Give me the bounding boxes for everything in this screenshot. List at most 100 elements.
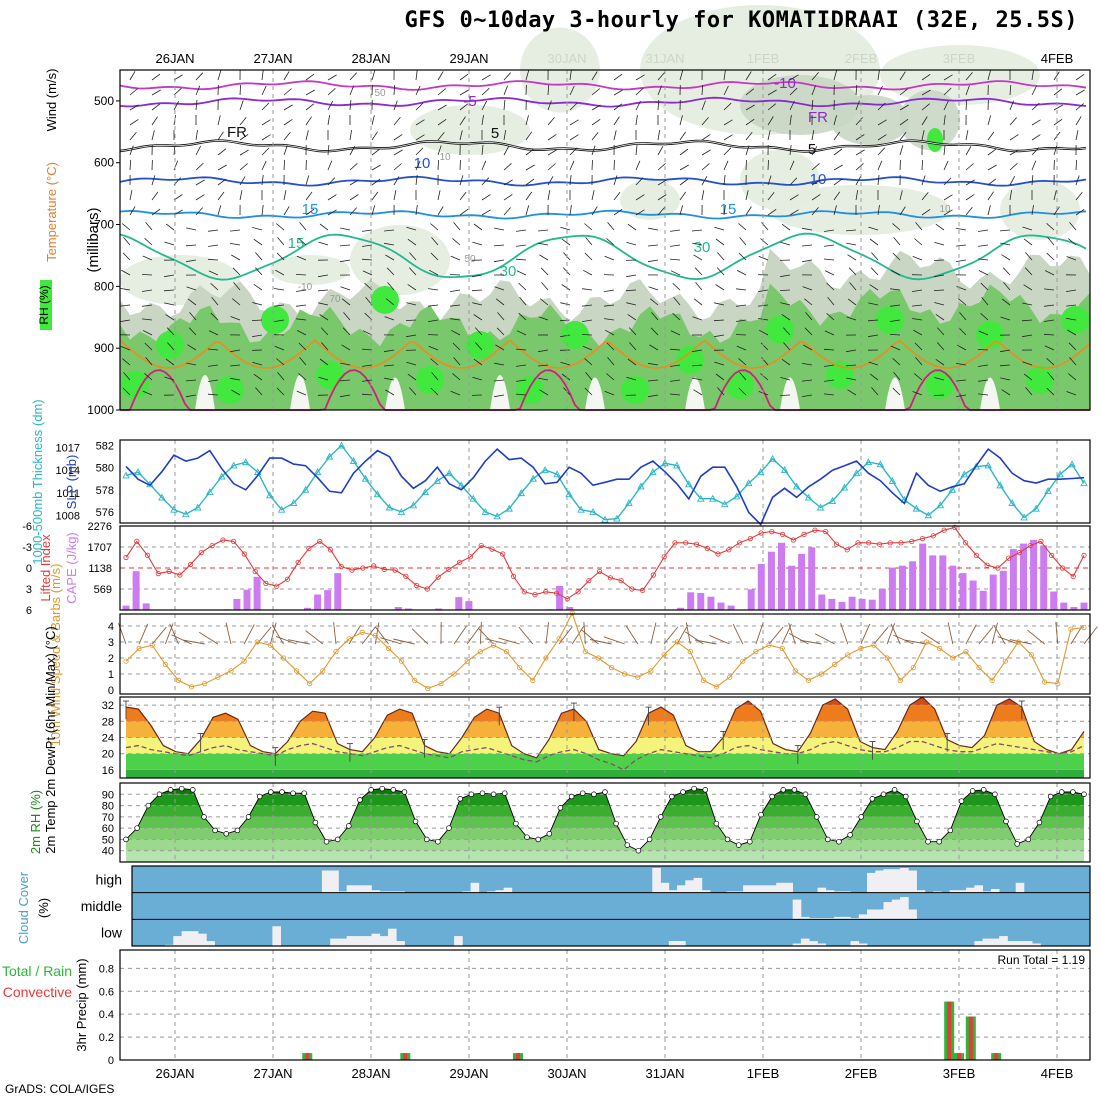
- precip-convective-bar: [305, 1053, 309, 1060]
- cloud-cell-high: [768, 885, 777, 892]
- rh-point: [692, 786, 697, 791]
- cape-bar: [143, 603, 150, 610]
- rh-tick-label: 40: [102, 846, 114, 858]
- cape-tick-label: 569: [94, 584, 112, 596]
- rh-point: [770, 794, 775, 799]
- pressure-tick-label: 800: [94, 279, 114, 293]
- cloud-cell-low: [380, 936, 389, 946]
- axis-label-temp2m: 2m Temp 2m DewPt (6hr Min/Max) (°C): [43, 626, 58, 853]
- rh-point: [569, 794, 574, 799]
- rh-moist-cell: [261, 306, 289, 334]
- rh-point: [669, 794, 674, 799]
- cloud-cell-low: [355, 936, 364, 946]
- cloud-cell-high: [966, 888, 975, 893]
- cloud-cell-low: [363, 936, 372, 946]
- rh-moist-cell: [121, 371, 149, 399]
- cape-bar: [465, 601, 472, 610]
- cape-bar: [869, 600, 876, 610]
- rh-point: [558, 805, 563, 810]
- cloud-cell-high: [1016, 883, 1025, 893]
- rh-point: [1037, 820, 1042, 825]
- rh-point: [246, 815, 251, 820]
- rh-point: [257, 794, 262, 799]
- rh-point: [280, 790, 285, 795]
- axis-label-slp: SLP (mb): [64, 455, 79, 510]
- thickness-tick-label: 580: [96, 463, 114, 475]
- top-day-label: 26JAN: [155, 51, 194, 66]
- rh-point: [436, 839, 441, 844]
- contour-label: 10: [439, 152, 451, 163]
- rh-band: [120, 839, 1090, 850]
- cape-bar: [728, 606, 735, 610]
- bottom-day-label: 30JAN: [547, 1066, 586, 1081]
- rh-point: [993, 792, 998, 797]
- rh-moist-cell: [416, 366, 444, 394]
- cape-tick-label: 1138: [88, 563, 112, 575]
- cape-bar: [808, 547, 815, 610]
- rh-point: [915, 819, 920, 824]
- cloud-cell-low: [809, 941, 818, 946]
- cloud-cell-middle: [867, 910, 876, 920]
- cloud-cell-high: [867, 873, 876, 893]
- precip-legend-convective: Convective: [3, 984, 72, 1000]
- cloud-cell-high: [818, 888, 827, 893]
- contour-label: -10: [298, 282, 313, 293]
- precip-tick-label: 0: [108, 1055, 114, 1067]
- cloud-cell-high: [884, 869, 893, 892]
- wind-tick-label: 4: [108, 621, 114, 633]
- wind-barb: [934, 260, 944, 261]
- precip-run-total: Run Total = 1.19: [997, 953, 1085, 967]
- cloud-cell-high: [991, 889, 1000, 893]
- thickness-tick-label: 582: [96, 441, 114, 453]
- rh-point: [870, 796, 875, 801]
- rh-tick-label: 80: [102, 801, 114, 813]
- rh-point: [179, 786, 184, 791]
- cape-bar: [697, 593, 704, 610]
- cloud-cell-high: [908, 871, 917, 893]
- cape-bar: [455, 597, 462, 610]
- cloud-cell-low: [396, 941, 405, 946]
- rh-shading: [410, 105, 530, 155]
- rh-moist-cell: [1026, 366, 1054, 394]
- rh-point: [647, 837, 652, 842]
- rh-point: [837, 839, 842, 844]
- rh-point: [391, 787, 396, 792]
- cape-bar: [970, 581, 977, 611]
- rh-moist-cell: [371, 286, 399, 314]
- cape-bar: [899, 566, 906, 610]
- cape-bar: [133, 571, 140, 610]
- wind-barb: [934, 395, 944, 396]
- top-day-label: 27JAN: [253, 51, 292, 66]
- cape-bar: [990, 575, 997, 610]
- chart-title: GFS 0~10day 3-hourly for KOMATIDRAAI (32…: [0, 8, 1100, 33]
- rh-point: [881, 792, 886, 797]
- precip-convective-bar: [994, 1053, 998, 1060]
- cloud-cell-high: [900, 868, 909, 893]
- cloud-cell-high: [892, 869, 901, 892]
- rh-point: [202, 815, 207, 820]
- cape-bar: [254, 577, 261, 610]
- contour-label: 30: [500, 263, 517, 280]
- cape-bar: [939, 555, 946, 610]
- cloud-cell-low: [991, 939, 1000, 946]
- cape-tick-label: 1707: [88, 542, 112, 554]
- credit-label: GrADS: COLA/IGES: [5, 1082, 114, 1096]
- bottom-day-label: 31JAN: [645, 1066, 684, 1081]
- lifted-tick-label: 6: [26, 605, 32, 617]
- wind-barb: [780, 395, 790, 396]
- rh-point: [1015, 842, 1020, 847]
- rh-point: [458, 796, 463, 801]
- lifted-tick-label: 0: [26, 563, 32, 575]
- cloud-cell-low: [801, 939, 810, 946]
- rh-moist-cell: [466, 331, 494, 359]
- contour-label: 30: [694, 239, 711, 256]
- rh-point: [313, 820, 318, 825]
- rh-point: [157, 792, 162, 797]
- bottom-day-label: 26JAN: [155, 1066, 194, 1081]
- cape-bar: [849, 597, 856, 610]
- cape-bar: [233, 599, 240, 610]
- bottom-day-label: 1FEB: [747, 1066, 780, 1081]
- rh-point: [603, 790, 608, 795]
- cape-bar: [949, 566, 956, 610]
- rh-point: [848, 833, 853, 838]
